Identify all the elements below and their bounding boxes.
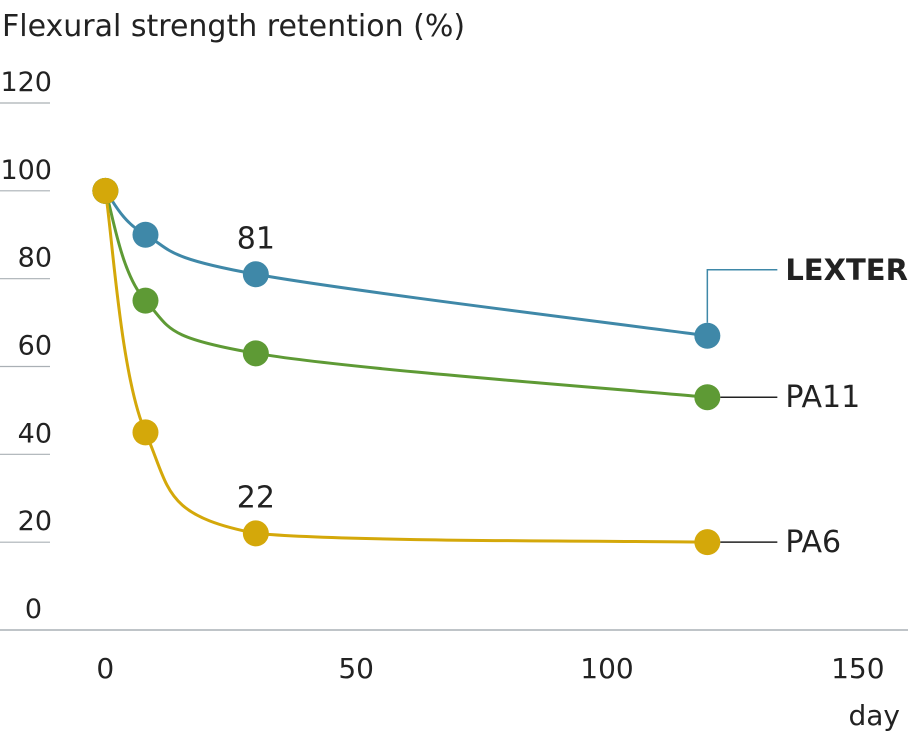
- y-tick-label: 40: [18, 418, 52, 449]
- x-tick-label: 50: [338, 652, 374, 685]
- y-tick-label: 100: [0, 155, 52, 186]
- data-point: [92, 177, 119, 204]
- series-line: [104, 189, 708, 338]
- chart-title: Flexural strength retention (%): [2, 9, 465, 44]
- data-point: [694, 384, 721, 411]
- x-tick-label: 150: [831, 652, 884, 685]
- data-point: [694, 322, 721, 349]
- y-tick-label: 20: [18, 506, 52, 537]
- data-point: [242, 520, 269, 547]
- legend-label: PA11: [785, 380, 860, 415]
- y-tick-label: 0: [25, 594, 42, 625]
- x-axis-label: day: [848, 699, 900, 732]
- x-tick-label: 0: [96, 652, 114, 685]
- data-point: [694, 529, 721, 556]
- series-line: [103, 190, 708, 399]
- data-point: [242, 261, 269, 288]
- legend-label: LEXTER: [785, 253, 908, 287]
- data-point: [132, 419, 159, 446]
- y-tick-label: 120: [0, 67, 52, 98]
- series-line: [103, 190, 708, 544]
- data-point: [132, 221, 159, 248]
- leader-line: [706, 269, 778, 323]
- y-tick-label: 60: [18, 331, 52, 362]
- data-point: [242, 340, 269, 367]
- y-tick-label: 80: [18, 243, 52, 274]
- x-tick-label: 100: [580, 652, 633, 685]
- data-label: 22: [237, 480, 275, 515]
- data-label: 81: [237, 221, 275, 256]
- legend-label: PA6: [785, 525, 841, 560]
- data-point: [132, 287, 159, 314]
